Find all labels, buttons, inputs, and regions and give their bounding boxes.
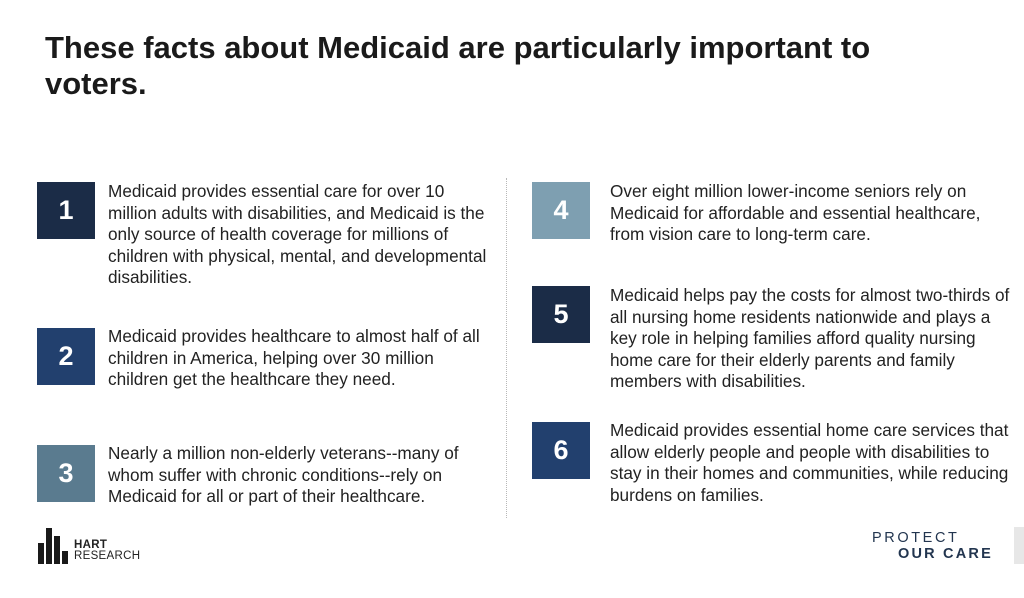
- fact-text: Over eight million lower-income seniors …: [610, 181, 981, 244]
- edge-strip: [1014, 527, 1024, 564]
- hart-logo-line1: HART: [74, 539, 108, 551]
- fact-text: Medicaid helps pay the costs for almost …: [610, 285, 1010, 391]
- fact-number-badge: 2: [37, 328, 95, 385]
- column-divider: [506, 178, 507, 518]
- hart-logo-line2: RESEARCH: [74, 550, 141, 562]
- protect-our-care-logo: PROTECT OUR CARE: [872, 530, 1002, 564]
- poc-logo-line1: PROTECT: [872, 530, 960, 546]
- hart-research-logo: HART RESEARCH: [38, 528, 148, 568]
- fact-number-badge: 5: [532, 286, 590, 343]
- poc-logo-line2: OUR CARE: [898, 546, 993, 562]
- fact-text: Nearly a million non-elderly veterans--m…: [108, 443, 459, 506]
- fact-number-badge: 1: [37, 182, 95, 239]
- fact-text: Medicaid provides essential care for ove…: [108, 181, 487, 287]
- fact-number-badge: 4: [532, 182, 590, 239]
- fact-number-badge: 6: [532, 422, 590, 479]
- fact-number-badge: 3: [37, 445, 95, 502]
- fact-text: Medicaid provides healthcare to almost h…: [108, 326, 480, 389]
- page-title: These facts about Medicaid are particula…: [45, 30, 871, 101]
- fact-text: Medicaid provides essential home care se…: [610, 420, 1009, 505]
- bar-chart-icon: [38, 528, 68, 564]
